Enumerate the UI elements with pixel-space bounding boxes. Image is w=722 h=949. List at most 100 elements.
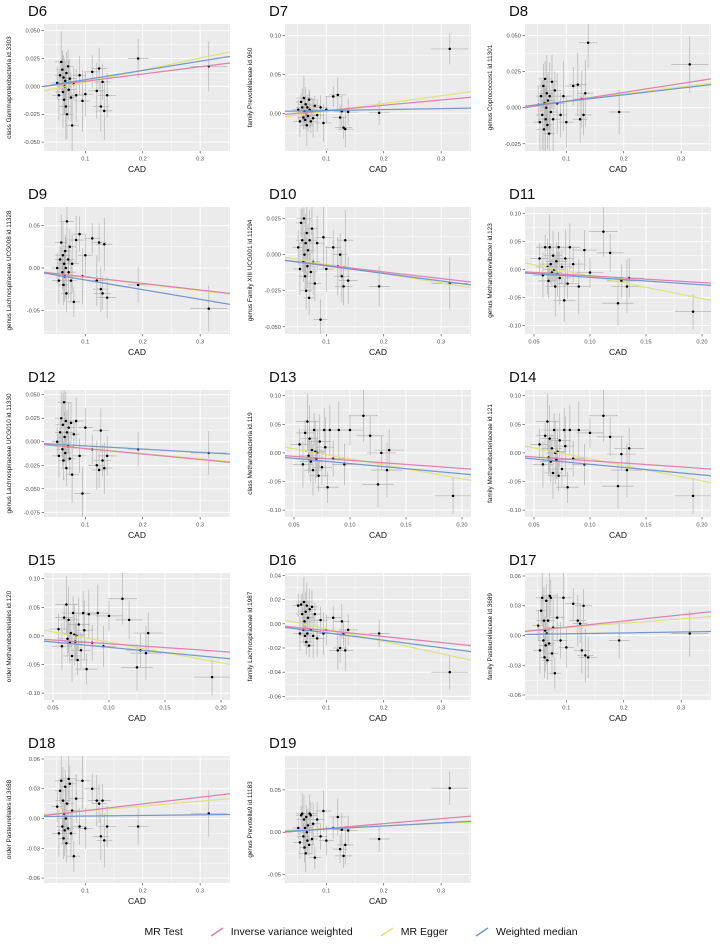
svg-text:0.05: 0.05 xyxy=(510,422,521,428)
median-line xyxy=(284,626,471,653)
y-axis-label: class Methanobacteria id.119 xyxy=(247,412,254,495)
svg-text:0.20: 0.20 xyxy=(456,522,467,528)
axis-ticks: 0.05 0.10 0.15 0.20 0.10 0.05 0.00 -0.05 -0.10 xyxy=(508,394,708,529)
ivw-line xyxy=(43,443,230,464)
svg-text:0.2: 0.2 xyxy=(379,339,387,345)
panel-D7: D7 0.1 0.2 0.3 0.10 0.05 0.00 family Prevotella… xyxy=(247,3,471,174)
svg-text:0.1: 0.1 xyxy=(81,888,89,894)
panel-cell-D12: D12 0.1 0.2 0.3 0.050 0.025 0.000 -0.025 -0.050 -… xyxy=(0,366,241,549)
panel-cell-D14: D14 0.05 0.10 0.15 0.20 0.10 0.05 0.00 -0.05 -0.1… xyxy=(481,366,722,549)
ivw-line xyxy=(43,62,230,88)
plot-data xyxy=(292,576,468,690)
panel-title: D6 xyxy=(28,3,47,20)
svg-text:0.3: 0.3 xyxy=(437,339,445,345)
y-axis-label: order Pasteurellales id.3688 xyxy=(6,779,13,859)
panel-cell-D18: D18 0.1 0.2 0.3 0.06 0.03 0.00 -0.03 -0.06 order … xyxy=(0,732,241,915)
svg-text:-0.05: -0.05 xyxy=(27,663,40,669)
svg-text:0.1: 0.1 xyxy=(322,888,330,894)
svg-text:0.20: 0.20 xyxy=(697,522,708,528)
svg-text:0.10: 0.10 xyxy=(269,394,280,400)
median-line xyxy=(525,457,712,477)
regression-lines xyxy=(43,51,230,92)
ivw-line xyxy=(525,611,712,633)
svg-text:-0.10: -0.10 xyxy=(27,691,40,697)
x-axis-label: CAD xyxy=(369,164,387,174)
svg-text:0.10: 0.10 xyxy=(510,394,521,400)
panel-cell-D6: D6 0.1 0.2 0.3 0.050 0.025 0.000 -0.025 -0.050 cl… xyxy=(0,0,241,183)
panel-title: D19 xyxy=(269,735,297,752)
ivw-line xyxy=(284,455,471,470)
svg-text:0.3: 0.3 xyxy=(196,522,204,528)
axis-ticks: 0.1 0.2 0.3 0.04 0.02 0.00 -0.02 -0.04 -0.06 xyxy=(267,573,444,711)
panel-D10: D10 0.1 0.2 0.3 0.025 0.000 -0.025 -0.050 genus … xyxy=(247,186,471,357)
svg-text:0.00: 0.00 xyxy=(29,266,40,272)
panel-title: D8 xyxy=(509,3,528,20)
panel-D13: D13 0.05 0.10 0.15 0.20 0.10 0.05 0.00 -0.05 -0.1… xyxy=(247,369,471,540)
svg-text:0.15: 0.15 xyxy=(641,522,652,528)
svg-text:0.03: 0.03 xyxy=(29,787,40,793)
x-axis-label: CAD xyxy=(369,347,387,357)
y-axis-label: order Methanobacteriales id.120 xyxy=(6,590,13,682)
panel-title: D11 xyxy=(509,186,535,203)
egger-line xyxy=(525,445,712,484)
svg-text:0.06: 0.06 xyxy=(29,757,40,763)
x-axis-label: CAD xyxy=(128,896,146,906)
panel-cell-D7: D7 0.1 0.2 0.3 0.10 0.05 0.00 family Prevotella… xyxy=(241,0,482,183)
panel-title: D16 xyxy=(269,552,297,569)
panel-title: D12 xyxy=(28,369,56,386)
svg-text:0.06: 0.06 xyxy=(510,574,521,580)
svg-text:0.050: 0.050 xyxy=(507,34,521,40)
svg-text:0.1: 0.1 xyxy=(81,156,89,162)
regression-lines xyxy=(284,256,471,289)
gridlines xyxy=(43,24,230,151)
median-line xyxy=(284,456,471,476)
axis-ticks: 0.1 0.2 0.3 0.050 0.025 0.000 -0.025 xyxy=(505,34,686,163)
svg-text:0.10: 0.10 xyxy=(29,577,40,583)
regression-lines xyxy=(525,445,712,484)
panel-D8: D8 0.1 0.2 0.3 0.050 0.025 0.000 -0.025 genus Co… xyxy=(487,3,712,174)
snp-points xyxy=(55,777,211,858)
svg-text:0.2: 0.2 xyxy=(379,705,387,711)
plot-data xyxy=(530,390,712,514)
svg-text:0.05: 0.05 xyxy=(47,705,58,711)
svg-text:0.3: 0.3 xyxy=(437,156,445,162)
svg-text:-0.050: -0.050 xyxy=(264,325,280,331)
median-line xyxy=(525,272,712,286)
ivw-line xyxy=(43,638,230,653)
svg-text:-0.05: -0.05 xyxy=(27,308,40,314)
egger-line xyxy=(284,91,471,118)
axis-ticks: 0.1 0.2 0.3 0.05 0.00 -0.05 xyxy=(267,788,444,895)
x-axis-label: CAD xyxy=(609,713,627,723)
panel-background xyxy=(525,573,712,700)
median-line xyxy=(43,55,230,88)
panel-title: D18 xyxy=(28,735,56,752)
x-axis-label: CAD xyxy=(128,713,146,723)
svg-text:0.025: 0.025 xyxy=(507,70,521,76)
median-line-swatch-icon xyxy=(475,927,489,937)
y-axis-label: genus Lachnospiraceae UCG008 id.11328 xyxy=(6,210,13,330)
svg-text:0.04: 0.04 xyxy=(269,573,281,579)
svg-text:-0.06: -0.06 xyxy=(27,876,40,882)
panel-title: D14 xyxy=(509,369,537,386)
svg-text:0.15: 0.15 xyxy=(159,705,170,711)
svg-text:0.2: 0.2 xyxy=(379,156,387,162)
panel-title: D7 xyxy=(269,3,288,20)
x-axis-label: CAD xyxy=(369,530,387,540)
svg-text:0.025: 0.025 xyxy=(26,416,40,422)
legend-item-egger: MR Egger xyxy=(379,926,448,938)
svg-text:-0.05: -0.05 xyxy=(267,480,280,486)
plot-data xyxy=(51,31,228,151)
svg-text:0.1: 0.1 xyxy=(81,522,89,528)
y-axis-label: genus Methanobrevibacter id.123 xyxy=(487,223,494,318)
axis-ticks: 0.1 0.2 0.3 0.050 0.025 0.000 -0.025 -0.050 xyxy=(24,29,205,163)
axis-ticks: 0.1 0.2 0.3 0.05 0.00 -0.05 xyxy=(27,224,204,346)
panel-D14: D14 0.05 0.10 0.15 0.20 0.10 0.05 0.00 -0.05 -0.1… xyxy=(487,369,712,540)
y-axis-label: family Pasteurellaceae id.3689 xyxy=(487,593,494,680)
panel-title: D9 xyxy=(28,186,47,203)
panel-title: D13 xyxy=(269,369,297,386)
regression-lines xyxy=(43,793,230,818)
svg-text:0.2: 0.2 xyxy=(139,522,147,528)
x-axis-label: CAD xyxy=(369,713,387,723)
panel-cell-D10: D10 0.1 0.2 0.3 0.025 0.000 -0.025 -0.050 genus … xyxy=(241,183,482,366)
gridlines xyxy=(284,207,471,334)
